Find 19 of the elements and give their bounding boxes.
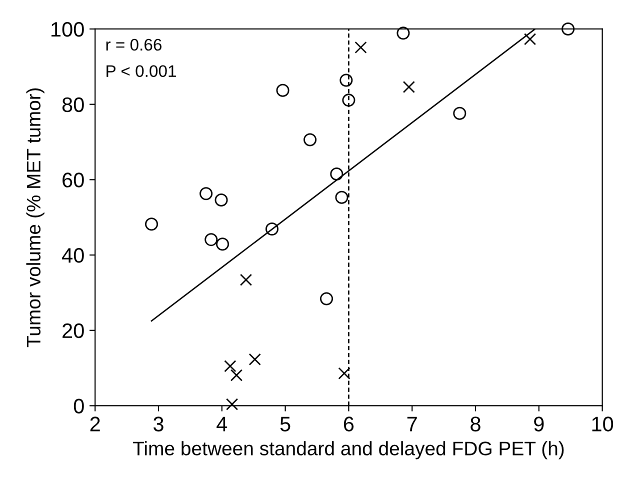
- annotation: P < 0.001: [106, 65, 176, 78]
- y-tick-label: 0: [74, 398, 84, 414]
- y-axis-title: Tumor volume (% MET tumor): [26, 88, 44, 348]
- x-tick-label: 10: [592, 416, 614, 432]
- x-tick-label: 4: [216, 416, 228, 432]
- y-tick-label: 60: [62, 172, 84, 188]
- annotation: r = 0.66: [106, 38, 162, 51]
- x-tick-label: 3: [154, 416, 164, 432]
- x-tick-label: 2: [90, 416, 100, 432]
- y-tick-label: 80: [62, 97, 84, 112]
- x-tick-label: 9: [534, 416, 544, 432]
- x-axis-title: Time between standard and delayed FDG PET (h): [132, 441, 564, 460]
- x-tick-label: 8: [470, 416, 480, 432]
- y-tick-label: 20: [62, 323, 84, 338]
- y-tick-label: 40: [62, 248, 84, 263]
- x-tick-label: 5: [280, 416, 290, 432]
- y-tick-label: 100: [52, 22, 84, 37]
- x-tick-label: 7: [407, 416, 417, 432]
- x-tick-label: 6: [344, 416, 354, 432]
